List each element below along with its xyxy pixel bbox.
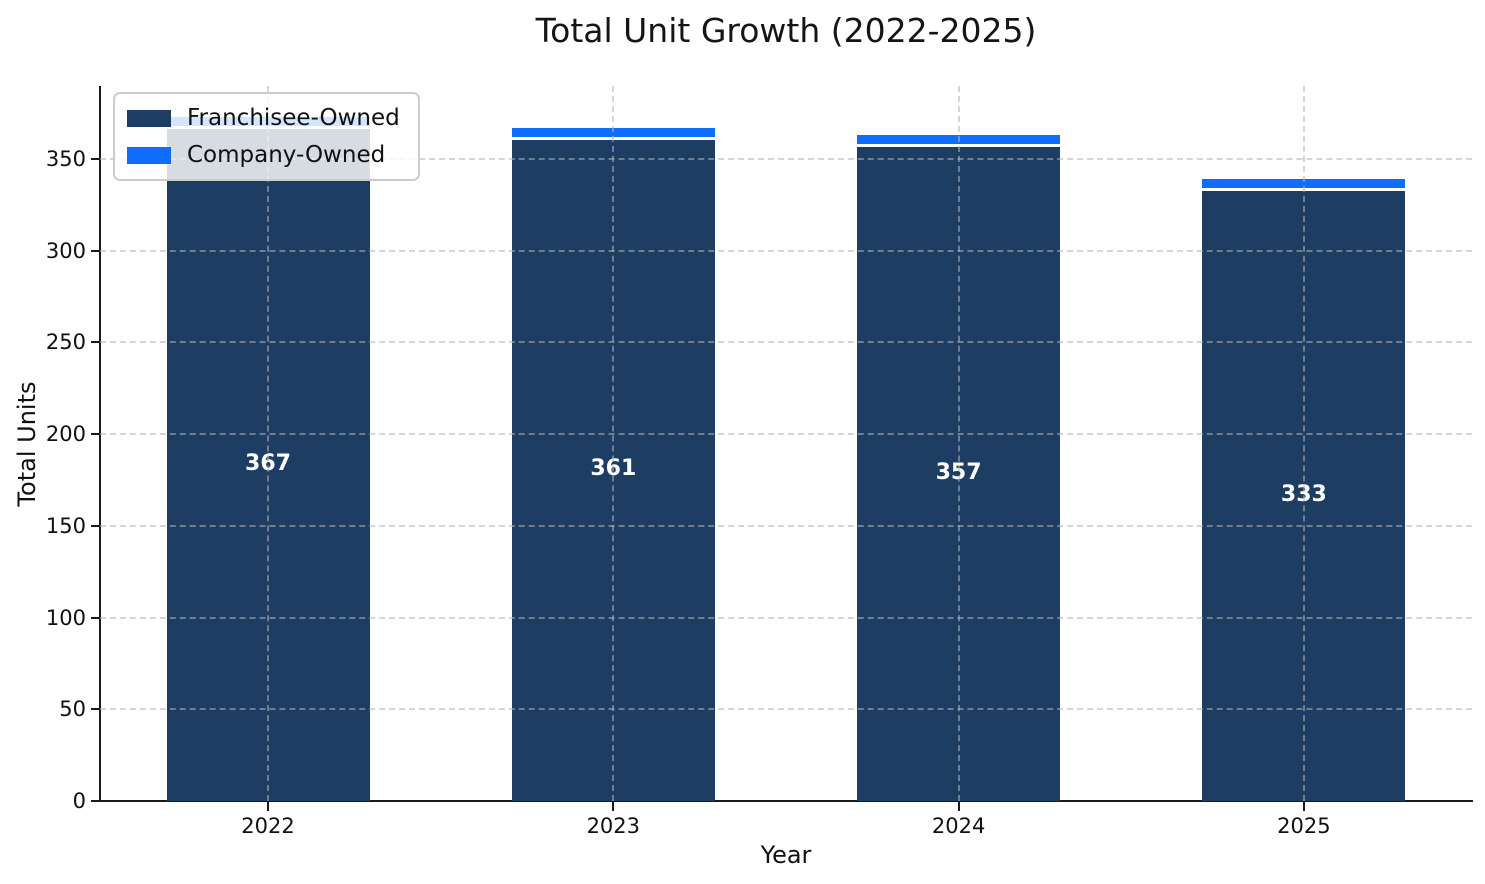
y-tick-label: 350 (45, 147, 86, 171)
chart-title: Total Unit Growth (2022-2025) (535, 11, 1037, 50)
x-axis-spine (99, 800, 1473, 802)
h-gridline (100, 158, 1472, 160)
x-tick-label: 2022 (241, 814, 295, 838)
y-tick-mark (91, 433, 100, 436)
y-tick-label: 0 (72, 789, 86, 813)
x-tick-mark (612, 802, 615, 811)
y-tick-label: 150 (45, 513, 86, 538)
legend-label: Franchisee-Owned (187, 105, 400, 131)
x-tick-label: 2024 (931, 814, 986, 838)
h-gridline (100, 341, 1472, 344)
y-tick-label: 50 (59, 697, 86, 722)
y-tick-mark (91, 800, 100, 802)
y-tick-mark (91, 616, 100, 619)
y-tick-mark (91, 341, 100, 344)
y-tick-label: 200 (45, 422, 86, 447)
x-tick-mark (267, 802, 269, 811)
y-tick-mark (91, 249, 100, 252)
legend-swatch-icon (127, 146, 171, 164)
y-tick-mark (91, 708, 100, 711)
h-gridline (100, 249, 1472, 252)
v-gridline (267, 86, 269, 801)
legend-entry: Franchisee-Owned (127, 105, 400, 131)
y-tick-label: 300 (45, 238, 86, 263)
x-axis-label: Year (760, 841, 812, 869)
x-tick-label: 2023 (586, 814, 641, 838)
x-tick-label: 2025 (1277, 814, 1331, 838)
y-axis-spine (99, 86, 101, 802)
h-gridline (100, 616, 1472, 619)
v-gridline (957, 86, 960, 801)
legend-entry: Company-Owned (127, 142, 400, 168)
legend-label: Company-Owned (187, 142, 386, 168)
x-tick-mark (957, 802, 960, 811)
h-gridline (100, 524, 1472, 527)
v-gridline (612, 86, 615, 801)
h-gridline (100, 433, 1472, 436)
legend: Franchisee-Owned Company-Owned (113, 92, 420, 181)
v-gridline (1302, 86, 1305, 801)
h-gridline (100, 708, 1472, 711)
y-tick-mark (91, 158, 100, 160)
y-tick-mark (91, 524, 100, 527)
y-tick-label: 100 (45, 605, 86, 630)
x-tick-mark (1302, 802, 1305, 811)
legend-swatch-icon (127, 109, 171, 127)
y-tick-label: 250 (45, 330, 86, 355)
